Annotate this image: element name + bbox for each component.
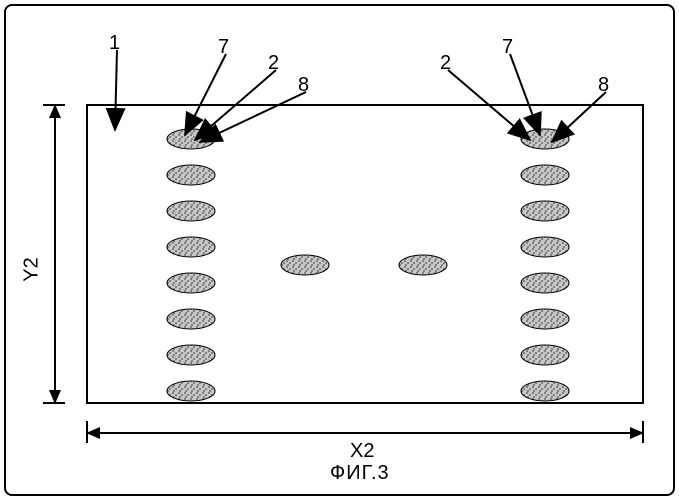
x2-label: X2 <box>350 440 374 463</box>
y2-tick-bottom <box>43 402 65 404</box>
x2-tick-right <box>642 421 644 443</box>
figure-caption: ФИГ.3 <box>330 462 390 485</box>
ellipse-left-7 <box>166 380 216 402</box>
ellipse-left-6 <box>166 344 216 366</box>
y2-dimension-line <box>54 114 56 394</box>
y2-arrow-up <box>49 104 61 118</box>
ellipse-left-3 <box>166 236 216 258</box>
ellipse-right-4 <box>520 272 570 294</box>
callout-left-2: 2 <box>268 52 279 75</box>
ellipse-left-4 <box>166 272 216 294</box>
ellipse-left-5 <box>166 308 216 330</box>
ellipse-middle-1 <box>398 254 448 276</box>
ellipse-left-1 <box>166 164 216 186</box>
ellipse-right-0 <box>520 128 570 150</box>
ellipse-left-0 <box>166 128 216 150</box>
ellipse-right-6 <box>520 344 570 366</box>
callout-right-7: 7 <box>502 36 513 59</box>
ellipse-right-5 <box>520 308 570 330</box>
ellipse-right-2 <box>520 200 570 222</box>
x2-arrow-left <box>86 427 100 439</box>
ellipse-right-1 <box>520 164 570 186</box>
callout-left-7: 7 <box>218 36 229 59</box>
y2-label: Y2 <box>21 257 44 281</box>
callout-right-8: 8 <box>598 74 609 97</box>
ellipse-right-3 <box>520 236 570 258</box>
callout-left-1: 1 <box>109 32 120 55</box>
y2-tick-top <box>43 104 65 106</box>
callout-left-8: 8 <box>298 74 309 97</box>
ellipse-middle-0 <box>280 254 330 276</box>
x2-tick-left <box>86 421 88 443</box>
x2-dimension-line <box>96 432 634 434</box>
ellipse-left-2 <box>166 200 216 222</box>
ellipse-right-7 <box>520 380 570 402</box>
callout-right-2: 2 <box>440 52 451 75</box>
